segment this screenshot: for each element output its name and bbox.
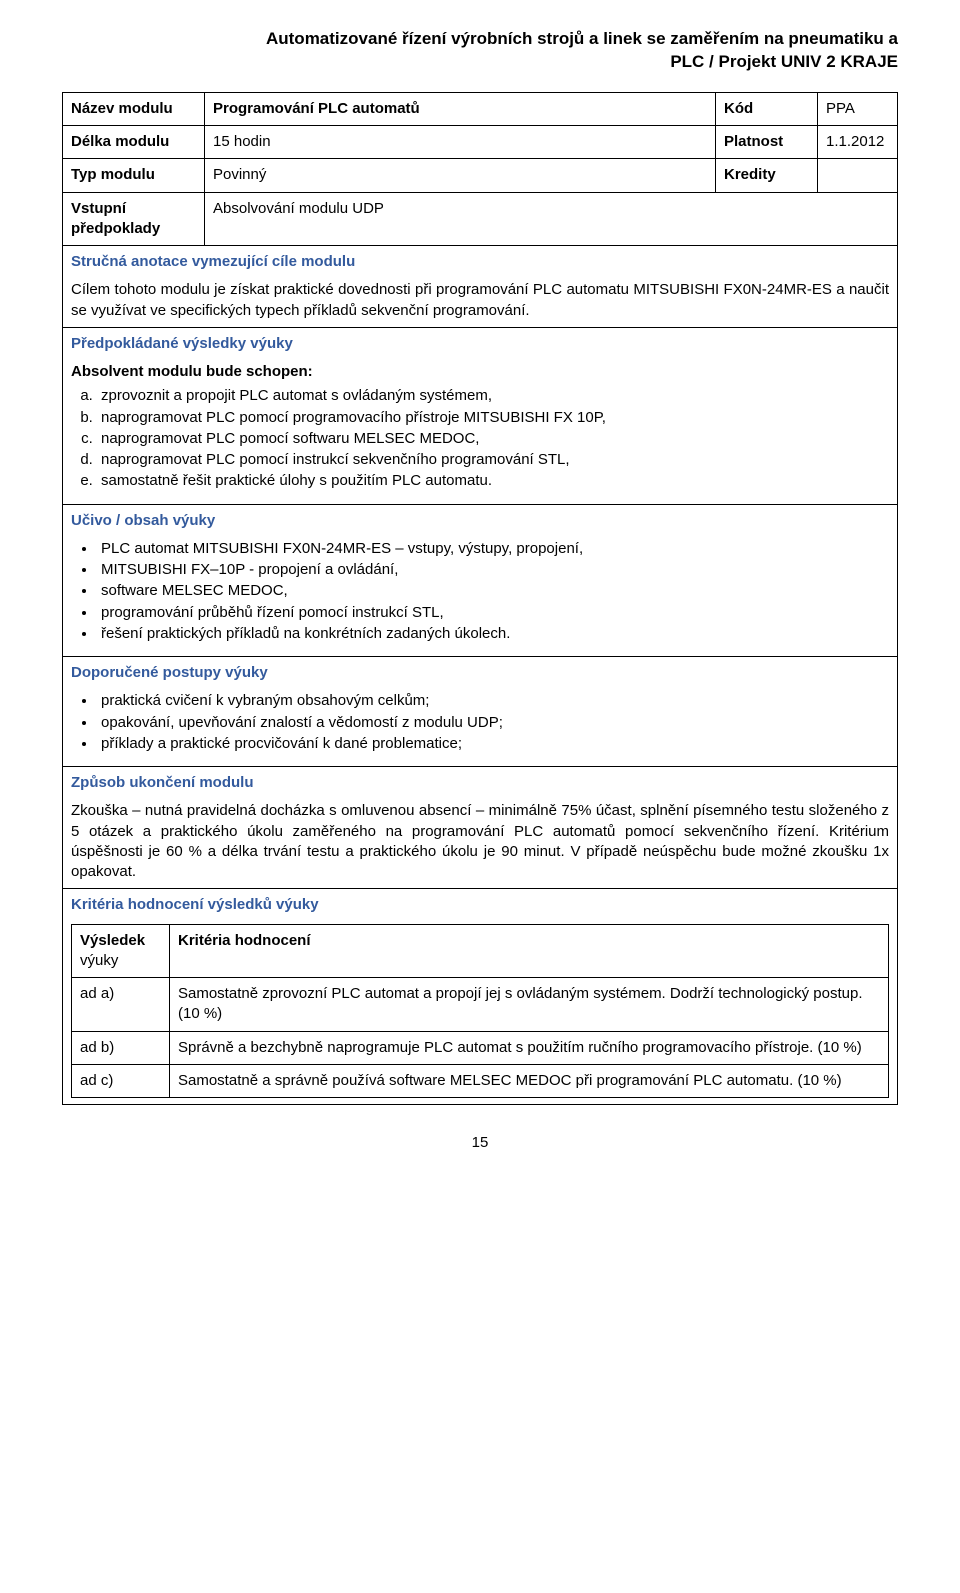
list-item: praktická cvičení k vybraným obsahovým c… — [97, 691, 889, 711]
value-vstupni: Absolvování modulu UDP — [205, 192, 898, 246]
criteria-row-text: Samostatně zprovozní PLC automat a propo… — [170, 978, 889, 1032]
page-number: 15 — [62, 1133, 898, 1153]
results-title: Předpokládané výsledky výuky — [71, 334, 889, 354]
label-delka: Délka modulu — [63, 126, 205, 159]
label-platnost: Platnost — [716, 126, 818, 159]
section-annotation: Stručná anotace vymezující cíle modulu C… — [63, 246, 898, 328]
label-nazev: Název modulu — [63, 92, 205, 125]
list-item: PLC automat MITSUBISHI FX0N-24MR-ES – vs… — [97, 539, 889, 559]
list-item: naprogramovat PLC pomocí softwaru MELSEC… — [97, 429, 889, 449]
value-platnost: 1.1.2012 — [818, 126, 898, 159]
label-typ: Typ modulu — [63, 159, 205, 192]
criteria-row-label: ad b) — [72, 1031, 170, 1064]
completion-text: Zkouška – nutná pravidelná docházka s om… — [71, 801, 889, 882]
list-item: řešení praktických příkladů na konkrétní… — [97, 624, 889, 644]
page-header: Automatizované řízení výrobních strojů a… — [62, 28, 898, 74]
section-methods: Doporučené postupy výuky praktická cviče… — [63, 657, 898, 767]
criteria-col2-header: Kritéria hodnocení — [170, 924, 889, 978]
criteria-row-text: Samostatně a správně používá software ME… — [170, 1064, 889, 1097]
meta-row-1: Název modulu Programování PLC automatů K… — [63, 92, 898, 125]
list-item: opakování, upevňování znalostí a vědomos… — [97, 713, 889, 733]
list-item: programování průběhů řízení pomocí instr… — [97, 603, 889, 623]
content-list: PLC automat MITSUBISHI FX0N-24MR-ES – vs… — [71, 539, 889, 644]
list-item: MITSUBISHI FX–10P - propojení a ovládání… — [97, 560, 889, 580]
criteria-title: Kritéria hodnocení výsledků výuky — [71, 895, 889, 915]
criteria-row: ad b) Správně a bezchybně naprogramuje P… — [72, 1031, 889, 1064]
section-criteria: Kritéria hodnocení výsledků výuky Výsled… — [63, 889, 898, 1105]
content-title: Učivo / obsah výuky — [71, 511, 889, 531]
criteria-col1-l1: Výsledek — [80, 932, 145, 949]
criteria-col1-l2: výuky — [80, 952, 118, 969]
value-kredity — [818, 159, 898, 192]
value-nazev: Programování PLC automatů — [205, 92, 716, 125]
completion-title: Způsob ukončení modulu — [71, 773, 889, 793]
section-completion: Způsob ukončení modulu Zkouška – nutná p… — [63, 767, 898, 889]
results-list: zprovoznit a propojit PLC automat s ovlá… — [71, 386, 889, 491]
module-table: Název modulu Programování PLC automatů K… — [62, 92, 898, 1105]
list-item: zprovoznit a propojit PLC automat s ovlá… — [97, 386, 889, 406]
meta-row-3: Typ modulu Povinný Kredity — [63, 159, 898, 192]
section-results: Předpokládané výsledky výuky Absolvent m… — [63, 327, 898, 504]
section-content: Učivo / obsah výuky PLC automat MITSUBIS… — [63, 504, 898, 657]
criteria-row: ad a) Samostatně zprovozní PLC automat a… — [72, 978, 889, 1032]
list-item: samostatně řešit praktické úlohy s použi… — [97, 471, 889, 491]
criteria-row-label: ad a) — [72, 978, 170, 1032]
value-kod: PPA — [818, 92, 898, 125]
methods-list: praktická cvičení k vybraným obsahovým c… — [71, 691, 889, 754]
criteria-table: Výsledek výuky Kritéria hodnocení ad a) … — [71, 924, 889, 1099]
criteria-col1-header: Výsledek výuky — [72, 924, 170, 978]
list-item: naprogramovat PLC pomocí instrukcí sekve… — [97, 450, 889, 470]
methods-title: Doporučené postupy výuky — [71, 663, 889, 683]
meta-row-2: Délka modulu 15 hodin Platnost 1.1.2012 — [63, 126, 898, 159]
anot-title: Stručná anotace vymezující cíle modulu — [71, 252, 889, 272]
value-typ: Povinný — [205, 159, 716, 192]
header-line1: Automatizované řízení výrobních strojů a… — [266, 29, 898, 48]
label-kredity: Kredity — [716, 159, 818, 192]
criteria-col2-text: Kritéria hodnocení — [178, 932, 311, 949]
list-item: software MELSEC MEDOC, — [97, 581, 889, 601]
label-kod: Kód — [716, 92, 818, 125]
criteria-row-label: ad c) — [72, 1064, 170, 1097]
list-item: naprogramovat PLC pomocí programovacího … — [97, 408, 889, 428]
criteria-row-text: Správně a bezchybně naprogramuje PLC aut… — [170, 1031, 889, 1064]
criteria-row: ad c) Samostatně a správně používá softw… — [72, 1064, 889, 1097]
results-intro: Absolvent modulu bude schopen: — [71, 363, 313, 380]
anot-text: Cílem tohoto modulu je získat praktické … — [71, 280, 889, 321]
header-line2: PLC / Projekt UNIV 2 KRAJE — [670, 52, 898, 71]
list-item: příklady a praktické procvičování k dané… — [97, 734, 889, 754]
label-vstupni: Vstupní předpoklady — [63, 192, 205, 246]
meta-row-4: Vstupní předpoklady Absolvování modulu U… — [63, 192, 898, 246]
value-delka: 15 hodin — [205, 126, 716, 159]
criteria-header-row: Výsledek výuky Kritéria hodnocení — [72, 924, 889, 978]
